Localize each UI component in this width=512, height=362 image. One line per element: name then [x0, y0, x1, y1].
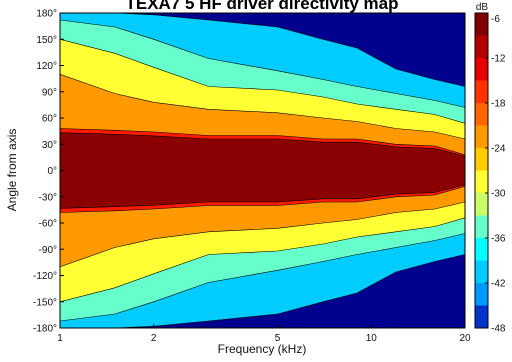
- colorbar-segment: [475, 80, 488, 104]
- colorbar-segment: [475, 215, 488, 239]
- colorbar-segment: [475, 283, 488, 306]
- y-tick-label: 120°: [36, 61, 57, 72]
- colorbar-ticks: -6 -12 -18 -24 -30 -36 -42 -48: [485, 12, 506, 335]
- y-tick-label: 60°: [42, 114, 57, 125]
- chart-title: TEXA7 5 HF driver directivity map: [125, 0, 398, 13]
- colorbar-tick-label: -24: [491, 144, 506, 155]
- colorbar-unit-label: dB: [476, 2, 489, 13]
- colorbar-tick-label: -42: [491, 279, 506, 290]
- x-axis-ticks: 1 2 5 10 20: [57, 324, 471, 344]
- colorbar-tick-label: -36: [491, 234, 506, 245]
- colorbar-tick-label: -48: [491, 324, 506, 335]
- colorbar-segment: [475, 58, 488, 81]
- colorbar-frame: [474, 12, 489, 329]
- colorbar-segment: [475, 103, 488, 126]
- x-tick-label: 1: [57, 333, 63, 344]
- colorbar-segment: [475, 238, 488, 261]
- y-tick-label: -120°: [33, 271, 57, 282]
- contour-band-6db-core: [60, 132, 465, 209]
- y-tick-label: 30°: [42, 140, 57, 151]
- contour-plot-area: [60, 13, 465, 328]
- colorbar: [474, 12, 489, 329]
- x-axis-title: Frequency (kHz): [218, 342, 307, 356]
- x-tick-label: 20: [459, 333, 471, 344]
- colorbar-tick-label: -18: [491, 99, 506, 110]
- y-tick-label: -180°: [33, 324, 57, 335]
- y-tick-label: -30°: [39, 192, 57, 203]
- colorbar-segment: [475, 260, 488, 284]
- colorbar-segment: [475, 170, 488, 194]
- y-axis-ticks: 180° 150° 120° 90° 60° 30° 0° -30° -60° -90° -120°…: [33, 9, 64, 335]
- y-tick-label: -150°: [33, 297, 57, 308]
- colorbar-tick-label: -12: [491, 54, 506, 65]
- x-tick-label: 5: [275, 333, 281, 344]
- colorbar-tick-label: -6: [491, 14, 500, 25]
- colorbar-segment: [475, 35, 488, 59]
- colorbar-segment: [475, 305, 488, 329]
- colorbar-segment: [475, 148, 488, 171]
- x-tick-label: 2: [151, 333, 157, 344]
- y-tick-label: -60°: [39, 219, 57, 230]
- colorbar-segment: [475, 13, 488, 36]
- colorbar-segment: [475, 125, 488, 149]
- y-tick-label: 0°: [47, 166, 57, 177]
- colorbar-segment: [475, 193, 488, 216]
- x-tick-label: 10: [366, 333, 378, 344]
- colorbar-tick-label: -30: [491, 189, 506, 200]
- y-tick-label: 90°: [42, 87, 57, 98]
- y-axis-title: Angle from axis: [5, 129, 19, 212]
- y-tick-label: -90°: [39, 245, 57, 256]
- y-tick-label: 180°: [36, 9, 57, 20]
- y-tick-label: 150°: [36, 35, 57, 46]
